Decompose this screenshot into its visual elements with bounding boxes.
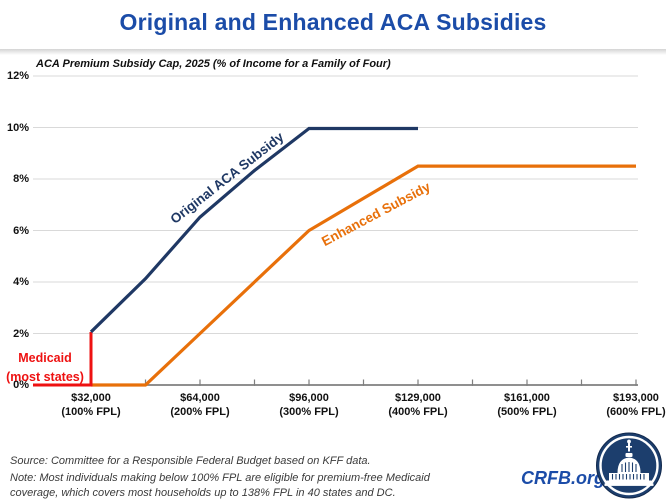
x-axis-label-income: $96,000	[289, 392, 329, 404]
y-axis-label: 8%	[13, 173, 29, 185]
x-axis-label-fpl: (200% FPL)	[170, 406, 230, 418]
x-axis-label-income: $64,000	[180, 392, 220, 404]
x-axis-label: $32,000 (100% FPL)	[45, 391, 137, 419]
y-axis-label: 12%	[6, 70, 29, 82]
x-axis-label-income: $129,000	[395, 392, 441, 404]
x-axis-label-fpl: (600% FPL)	[606, 406, 666, 418]
medicaid-label-line1: Medicaid	[18, 351, 72, 365]
x-axis-label-income: $193,000	[613, 392, 659, 404]
x-axis-label-fpl: (100% FPL)	[61, 406, 121, 418]
chart-subtitle: ACA Premium Subsidy Cap, 2025 (% of Inco…	[36, 58, 391, 70]
x-axis-label-income: $161,000	[504, 392, 550, 404]
capitol-columns	[611, 462, 645, 480]
medicaid-label-line2: (most states)	[6, 370, 84, 384]
x-axis-label-fpl: (500% FPL)	[497, 406, 557, 418]
y-axis-label: 0%	[13, 379, 29, 391]
x-axis-label: $193,000 (600% FPL)	[590, 391, 666, 419]
y-axis-label: 4%	[13, 276, 29, 288]
y-axis-label: 6%	[13, 224, 29, 237]
x-axis-label: $129,000 (400% FPL)	[372, 391, 464, 419]
note-text: Note: Most individuals making below 100%…	[10, 472, 430, 499]
crfb-logo	[596, 432, 662, 499]
y-axis-label: 2%	[13, 327, 29, 340]
crfb-wordmark: CRFB.org	[521, 468, 605, 488]
y-axis-label: 10%	[6, 121, 29, 134]
gridlines	[33, 75, 638, 334]
x-axis-label: $161,000 (500% FPL)	[481, 391, 573, 419]
original-line	[89, 126, 418, 334]
x-axis-label-income: $32,000	[71, 392, 111, 404]
x-axis-label: $64,000 (200% FPL)	[154, 391, 246, 419]
medicaid-line	[33, 331, 93, 387]
title-divider	[0, 49, 666, 55]
source-text: Source: Committee for a Responsible Fede…	[10, 455, 371, 467]
x-axis-label: $96,000 (300% FPL)	[263, 391, 355, 419]
x-axis-label-fpl: (400% FPL)	[388, 406, 448, 418]
enhanced-line	[91, 164, 636, 387]
logo-ring	[599, 435, 659, 496]
page-title: Original and Enhanced ACA Subsidies	[119, 9, 547, 35]
x-axis-label-fpl: (300% FPL)	[279, 406, 339, 418]
